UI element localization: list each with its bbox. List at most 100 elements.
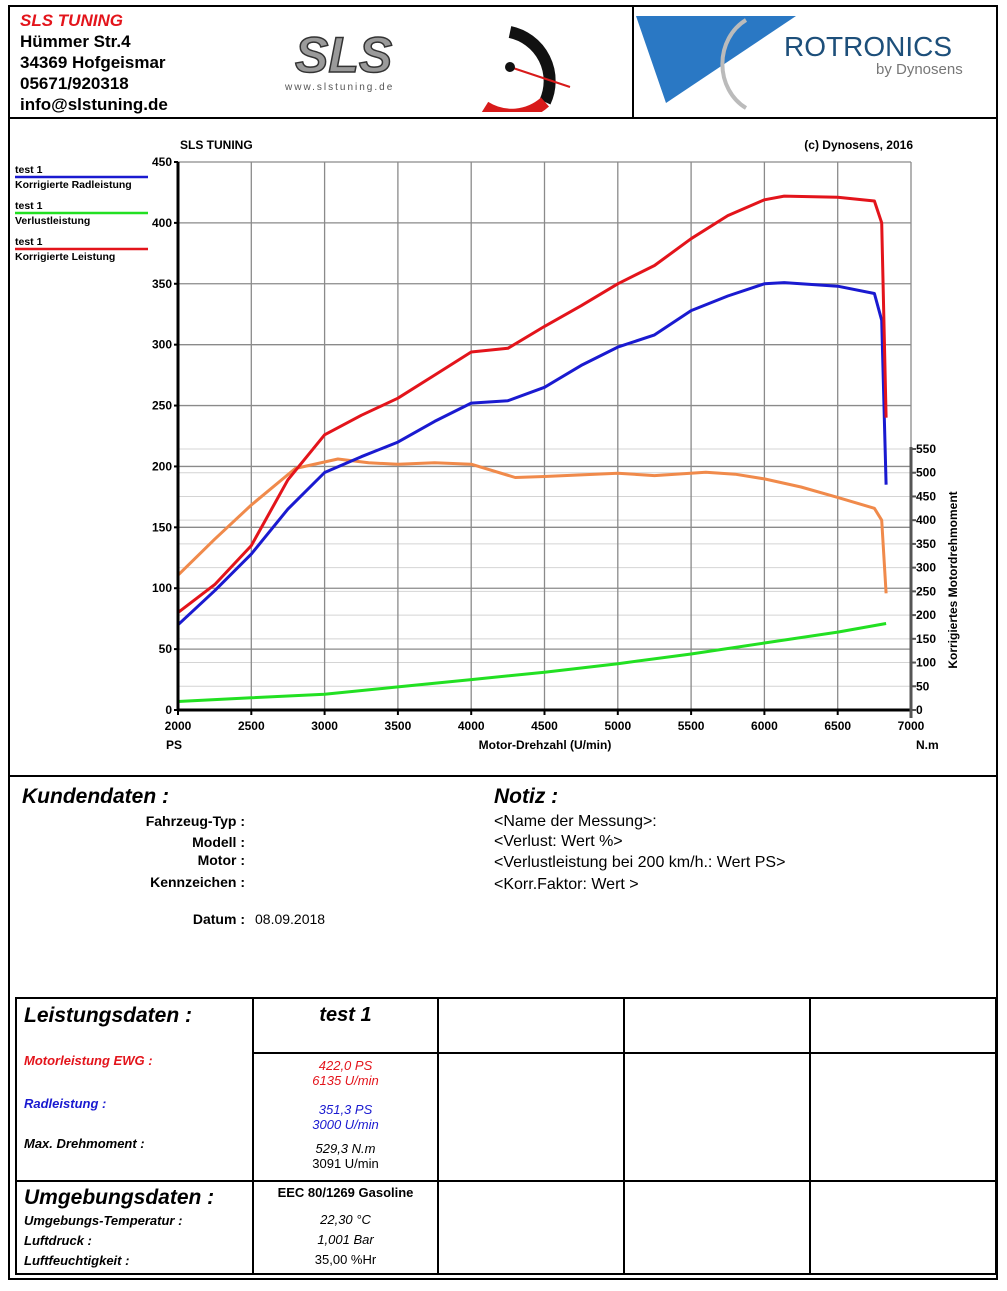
right-tick-label: 500 — [916, 466, 936, 480]
right-tick-label: 400 — [916, 513, 936, 527]
legend-label: Verlustleistung — [15, 215, 90, 227]
chart-title: SLS TUNING — [180, 138, 253, 152]
sls-logo: SLS www.slstuning.de — [284, 26, 571, 112]
run-values: 422,0 PS 6135 U/min 351,3 PS 3000 U/min … — [252, 1052, 439, 1182]
right-tick-label: 100 — [916, 656, 936, 670]
divider — [632, 5, 634, 118]
empty-cell — [623, 1180, 811, 1275]
temp-value: 22,30 °C — [320, 1212, 371, 1227]
empty-cell — [623, 1052, 811, 1182]
x-tick-label: 6000 — [751, 719, 778, 733]
divider — [8, 775, 998, 777]
notiz-line: <Name der Messung>: — [494, 813, 657, 830]
x-tick-label: 6500 — [824, 719, 851, 733]
left-tick-label: 350 — [152, 277, 172, 291]
kunden-title: Kundendaten : — [22, 785, 169, 808]
left-tick-label: 400 — [152, 216, 172, 230]
humidity-value: 35,00 %Hr — [314, 1252, 377, 1267]
left-tick-label: 50 — [159, 642, 173, 656]
x-tick-label: 2500 — [238, 719, 265, 733]
legend-label: Korrigierte Radleistung — [15, 179, 132, 191]
empty-cell — [623, 997, 811, 1054]
x-tick-label: 5500 — [678, 719, 705, 733]
rotronics-logo: ROTRONICS by Dynosens — [636, 16, 963, 110]
motor-label: Motorleistung EWG : — [24, 1053, 153, 1068]
notiz-line: <Verlustleistung bei 200 km/h.: Wert PS> — [494, 854, 786, 871]
right-axis-unit: N.m — [916, 738, 939, 752]
right-tick-label: 0 — [916, 703, 923, 717]
norm: EEC 80/1269 Gasoline — [277, 1185, 414, 1200]
empty-cell — [437, 1052, 625, 1182]
torque-label: Max. Drehmoment : — [24, 1136, 145, 1151]
rotronics-logo-sub: by Dynosens — [876, 61, 963, 78]
umgebung-labels: Umgebungsdaten : Umgebungs-Temperatur : … — [15, 1180, 254, 1275]
page-frame — [8, 5, 998, 1280]
left-axis-unit: PS — [166, 738, 182, 752]
right-tick-label: 350 — [916, 537, 936, 551]
empty-cell — [809, 997, 997, 1054]
left-tick-label: 200 — [152, 459, 172, 473]
sls-logo-text: SLS — [295, 27, 392, 83]
notiz-line: <Korr.Faktor: Wert > — [494, 876, 639, 893]
right-axis-label: Korrigiertes Motordrehmoment — [946, 491, 960, 668]
pressure-value: 1,001 Bar — [317, 1232, 374, 1247]
field-motor: Motor : — [197, 852, 245, 868]
temp-label: Umgebungs-Temperatur : — [24, 1213, 183, 1228]
x-tick-label: 7000 — [898, 719, 925, 733]
series-line-korrigierte-radleistung — [176, 281, 888, 626]
datum-label: Datum : — [192, 911, 245, 927]
field-modell: Modell : — [192, 834, 245, 850]
torque-rpm: 3091 U/min — [312, 1156, 379, 1171]
left-tick-label: 450 — [152, 155, 172, 169]
left-tick-label: 250 — [152, 399, 172, 413]
umgebung-values: EEC 80/1269 Gasoline 22,30 °C 1,001 Bar … — [252, 1180, 439, 1275]
street: Hümmer Str.4 — [20, 32, 131, 51]
series-line-verlustleistung — [177, 622, 887, 703]
humidity-label: Luftfeuchtigkeit : — [24, 1253, 130, 1268]
left-tick-label: 100 — [152, 581, 172, 595]
legend-label: Korrigierte Leistung — [15, 251, 115, 263]
x-tick-label: 3000 — [311, 719, 338, 733]
motor-rpm: 6135 U/min — [312, 1073, 379, 1088]
divider — [8, 117, 998, 119]
right-tick-label: 550 — [916, 442, 936, 456]
email: info@slstuning.de — [20, 95, 168, 114]
notiz-title: Notiz : — [494, 785, 559, 808]
rotronics-logo-text: ROTRONICS — [784, 31, 952, 62]
phone: 05671/920318 — [20, 74, 129, 93]
x-axis-label: Motor-Drehzahl (U/min) — [479, 738, 612, 752]
sls-logo-url: www.slstuning.de — [284, 82, 394, 93]
legend-run: test 1 — [15, 164, 43, 176]
left-tick-label: 300 — [152, 338, 172, 352]
right-tick-label: 150 — [916, 632, 936, 646]
chart-copyright: (c) Dynosens, 2016 — [804, 138, 913, 152]
field-fahrzeug-typ: Fahrzeug-Typ : — [145, 813, 245, 829]
empty-cell — [809, 1180, 997, 1275]
rad-rpm: 3000 U/min — [312, 1117, 379, 1132]
left-tick-label: 150 — [152, 520, 172, 534]
dyno-chart: 0501001502002503003504004505005500501001… — [15, 138, 960, 752]
leistung-title: Leistungsdaten : — [24, 1004, 193, 1027]
x-tick-label: 3500 — [385, 719, 412, 733]
leistungsdaten-table: Leistungsdaten : Motorleistung EWG : Rad… — [15, 997, 997, 1275]
right-tick-label: 50 — [916, 679, 930, 693]
leistung-labels: Leistungsdaten : Motorleistung EWG : Rad… — [15, 997, 254, 1182]
company-name: SLS TUNING — [20, 11, 123, 30]
rad-label: Radleistung : — [24, 1096, 107, 1111]
datum-value: 08.09.2018 — [255, 911, 326, 927]
series-line-korrigiertes-motordrehmoment — [176, 457, 888, 594]
umgebung-title: Umgebungsdaten : — [24, 1186, 215, 1209]
rad-ps: 351,3 PS — [318, 1102, 373, 1117]
x-tick-label: 2000 — [165, 719, 192, 733]
legend-run: test 1 — [15, 236, 43, 248]
city: 34369 Hofgeismar — [20, 53, 166, 72]
series-line-korrigierte-leistung — [177, 194, 888, 614]
x-tick-label: 4500 — [531, 719, 558, 733]
notiz-line: <Verlust: Wert %> — [494, 833, 623, 850]
left-tick-label: 0 — [165, 703, 172, 717]
empty-cell — [437, 997, 625, 1054]
pressure-label: Luftdruck : — [24, 1233, 92, 1248]
right-tick-label: 250 — [916, 584, 936, 598]
field-kennzeichen: Kennzeichen : — [150, 874, 245, 890]
